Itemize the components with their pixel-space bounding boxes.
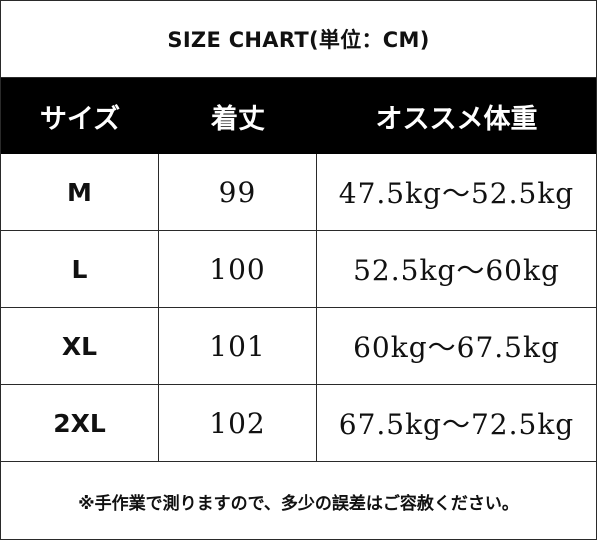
header-size: サイズ [39, 103, 121, 135]
header-weight: オススメ体重 [375, 103, 538, 135]
table-header: サイズ 着丈 オススメ体重 [1, 78, 596, 154]
weight-cell: 67.5kg～72.5kg [338, 408, 575, 441]
weight-cell: 47.5kg～52.5kg [338, 177, 575, 210]
size-cell: XL [1, 308, 159, 384]
length-cell: 102 [159, 385, 317, 461]
length-cell: 100 [159, 231, 317, 307]
header-length: 着丈 [211, 103, 265, 135]
size-cell: 2XL [1, 385, 159, 461]
table-row: L 100 52.5kg～60kg [1, 231, 596, 308]
chart-title: SIZE CHART(単位：CM) [1, 1, 596, 78]
weight-cell: 52.5kg～60kg [353, 254, 560, 287]
table-row: M 99 47.5kg～52.5kg [1, 154, 596, 231]
size-cell: L [1, 231, 159, 307]
measurement-note: ※手作業で測りますので、多少の誤差はご容赦ください。 [78, 494, 519, 514]
weight-cell: 60kg～67.5kg [353, 331, 560, 364]
length-cell: 101 [159, 308, 317, 384]
table-row: XL 101 60kg～67.5kg [1, 308, 596, 385]
length-cell: 99 [159, 154, 317, 230]
size-cell: M [1, 154, 159, 230]
table-row: 2XL 102 67.5kg～72.5kg [1, 385, 596, 462]
